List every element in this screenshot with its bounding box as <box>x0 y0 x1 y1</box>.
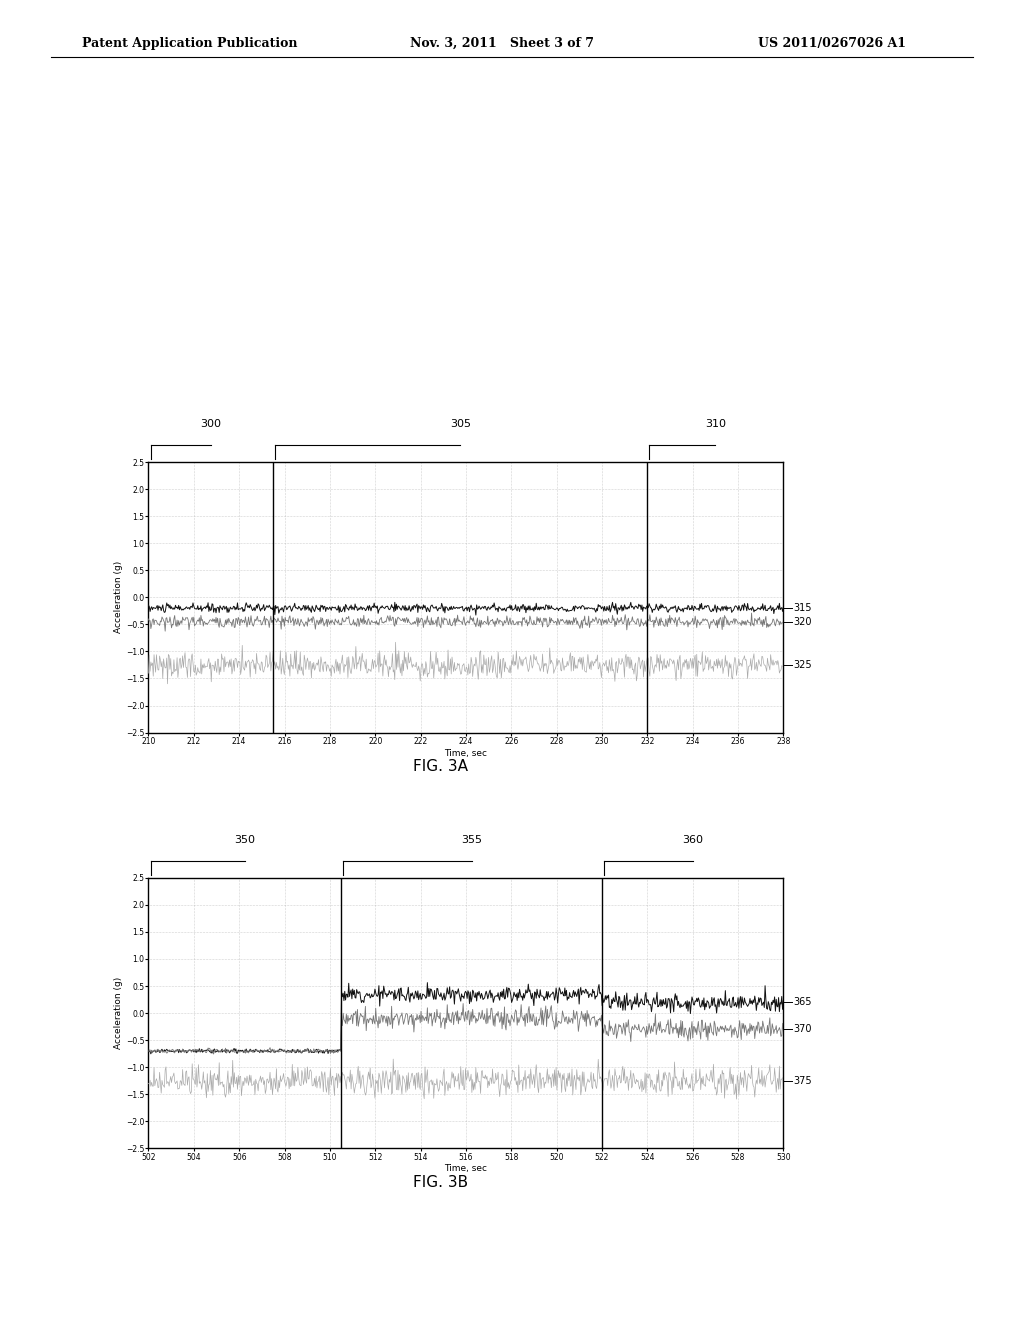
Text: Patent Application Publication: Patent Application Publication <box>82 37 297 50</box>
Text: 360: 360 <box>682 834 703 845</box>
X-axis label: Time, sec: Time, sec <box>444 1164 487 1173</box>
Y-axis label: Acceleration (g): Acceleration (g) <box>114 977 123 1049</box>
Text: FIG. 3A: FIG. 3A <box>413 759 468 774</box>
Text: 315: 315 <box>794 603 812 612</box>
Text: 310: 310 <box>705 418 726 429</box>
X-axis label: Time, sec: Time, sec <box>444 748 487 758</box>
Text: 350: 350 <box>234 834 255 845</box>
Text: 375: 375 <box>794 1076 812 1086</box>
Text: 355: 355 <box>461 834 482 845</box>
Text: FIG. 3B: FIG. 3B <box>413 1175 468 1189</box>
Text: 325: 325 <box>794 660 812 671</box>
Text: 365: 365 <box>794 998 812 1007</box>
Text: 370: 370 <box>794 1024 812 1035</box>
Y-axis label: Acceleration (g): Acceleration (g) <box>114 561 123 634</box>
Text: 300: 300 <box>201 418 221 429</box>
Text: Nov. 3, 2011   Sheet 3 of 7: Nov. 3, 2011 Sheet 3 of 7 <box>410 37 594 50</box>
Text: US 2011/0267026 A1: US 2011/0267026 A1 <box>758 37 906 50</box>
Text: 320: 320 <box>794 616 812 627</box>
Text: 305: 305 <box>450 418 471 429</box>
